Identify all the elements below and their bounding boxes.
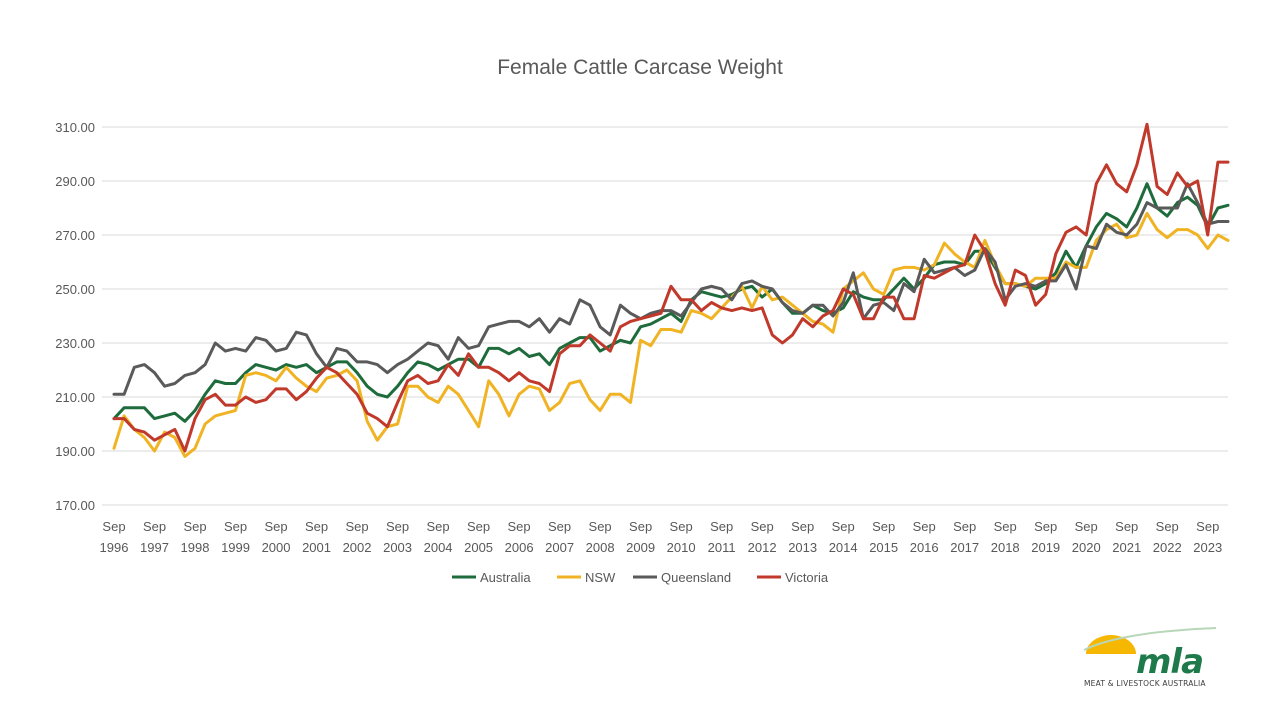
x-tick-label-year: 1996	[100, 540, 129, 555]
x-tick-label-month: Sep	[508, 519, 531, 534]
x-tick-label-month: Sep	[467, 519, 490, 534]
x-tick-label-year: 2015	[869, 540, 898, 555]
x-tick-label-month: Sep	[994, 519, 1017, 534]
mla-logo-graphic	[1083, 627, 1217, 654]
x-tick-label-year: 2012	[748, 540, 777, 555]
x-tick-label-year: 1997	[140, 540, 169, 555]
x-tick-label-month: Sep	[589, 519, 612, 534]
logo-arc-icon	[1083, 627, 1217, 651]
y-tick-label: 310.00	[55, 120, 95, 135]
x-tick-label-month: Sep	[1075, 519, 1098, 534]
x-tick-label-year: 2022	[1153, 540, 1182, 555]
x-tick-label-month: Sep	[710, 519, 733, 534]
x-tick-label-year: 2016	[910, 540, 939, 555]
series-lines	[112, 122, 1230, 458]
x-tick-label-month: Sep	[670, 519, 693, 534]
logo-sun-icon	[1086, 635, 1136, 654]
y-tick-label: 230.00	[55, 336, 95, 351]
x-tick-label-year: 2009	[626, 540, 655, 555]
y-tick-label: 190.00	[55, 444, 95, 459]
series-line-queensland	[112, 182, 1230, 396]
y-tick-label: 290.00	[55, 174, 95, 189]
x-tick-label-year: 2003	[383, 540, 412, 555]
x-tick-label-month: Sep	[386, 519, 409, 534]
x-tick-label-year: 1998	[181, 540, 210, 555]
x-tick-label-month: Sep	[1034, 519, 1057, 534]
y-axis-tick-labels: 170.00 190.00 210.00 230.00 250.00 270.00 290.…	[55, 120, 95, 513]
x-tick-label-month: Sep	[427, 519, 450, 534]
chart-title: Female Cattle Carcase Weight	[497, 56, 783, 79]
x-tick-label-year: 2017	[950, 540, 979, 555]
x-tick-label-year: 2010	[667, 540, 696, 555]
mla-logo: mla MEAT & LIVESTOCK AUSTRALIA	[1078, 622, 1228, 696]
legend: Australia NSW Queensland Victoria	[452, 570, 829, 585]
x-tick-label-year: 2011	[708, 540, 736, 555]
x-tick-label-year: 2008	[586, 540, 615, 555]
x-tick-label-month: Sep	[224, 519, 247, 534]
legend-label-nsw: NSW	[585, 570, 616, 585]
x-tick-label-month: Sep	[143, 519, 166, 534]
x-tick-label-year: 2000	[262, 540, 291, 555]
x-tick-label-month: Sep	[629, 519, 652, 534]
x-tick-label-month: Sep	[791, 519, 814, 534]
x-tick-label-year: 2023	[1193, 540, 1222, 555]
x-tick-label-month: Sep	[913, 519, 936, 534]
x-tick-label-year: 1999	[221, 540, 250, 555]
x-tick-label-month: Sep	[832, 519, 855, 534]
x-tick-label-year: 2001	[302, 540, 331, 555]
legend-label-australia: Australia	[480, 570, 531, 585]
x-tick-label-year: 2005	[464, 540, 493, 555]
x-tick-label-month: Sep	[1196, 519, 1219, 534]
x-tick-label-month: Sep	[548, 519, 571, 534]
y-tick-label: 270.00	[55, 228, 95, 243]
x-tick-label-year: 2002	[343, 540, 372, 555]
x-tick-label-year: 2004	[424, 540, 453, 555]
y-tick-label: 170.00	[55, 498, 95, 513]
x-tick-label-year: 2013	[788, 540, 817, 555]
x-tick-label-month: Sep	[264, 519, 287, 534]
x-tick-label-year: 2020	[1072, 540, 1101, 555]
x-tick-label-month: Sep	[953, 519, 976, 534]
x-tick-label-month: Sep	[183, 519, 206, 534]
x-tick-label-month: Sep	[1156, 519, 1179, 534]
x-tick-label-month: Sep	[305, 519, 328, 534]
x-tick-label-month: Sep	[345, 519, 368, 534]
legend-label-queensland: Queensland	[661, 570, 731, 585]
legend-label-victoria: Victoria	[785, 570, 829, 585]
series-line-victoria	[112, 122, 1230, 453]
logo-tagline: MEAT & LIVESTOCK AUSTRALIA	[1084, 679, 1206, 688]
x-tick-label-month: Sep	[872, 519, 895, 534]
x-axis-tick-labels: Sep 1996 Sep 1997 Sep 1998 Sep 1999 Sep 2000 Sep 20…	[100, 519, 1223, 555]
x-tick-label-year: 2006	[505, 540, 534, 555]
x-tick-label-year: 2007	[545, 540, 574, 555]
series-line-nsw	[112, 211, 1230, 458]
x-tick-label-month: Sep	[751, 519, 774, 534]
y-tick-label: 210.00	[55, 390, 95, 405]
logo-wordmark: mla	[1136, 642, 1204, 682]
y-tick-label: 250.00	[55, 282, 95, 297]
x-tick-label-year: 2018	[991, 540, 1020, 555]
x-tick-label-year: 2019	[1031, 540, 1060, 555]
x-tick-label-month: Sep	[102, 519, 125, 534]
series-line-australia	[112, 182, 1230, 423]
x-tick-label-year: 2021	[1112, 540, 1141, 555]
x-tick-label-year: 2014	[829, 540, 858, 555]
x-tick-label-month: Sep	[1115, 519, 1138, 534]
